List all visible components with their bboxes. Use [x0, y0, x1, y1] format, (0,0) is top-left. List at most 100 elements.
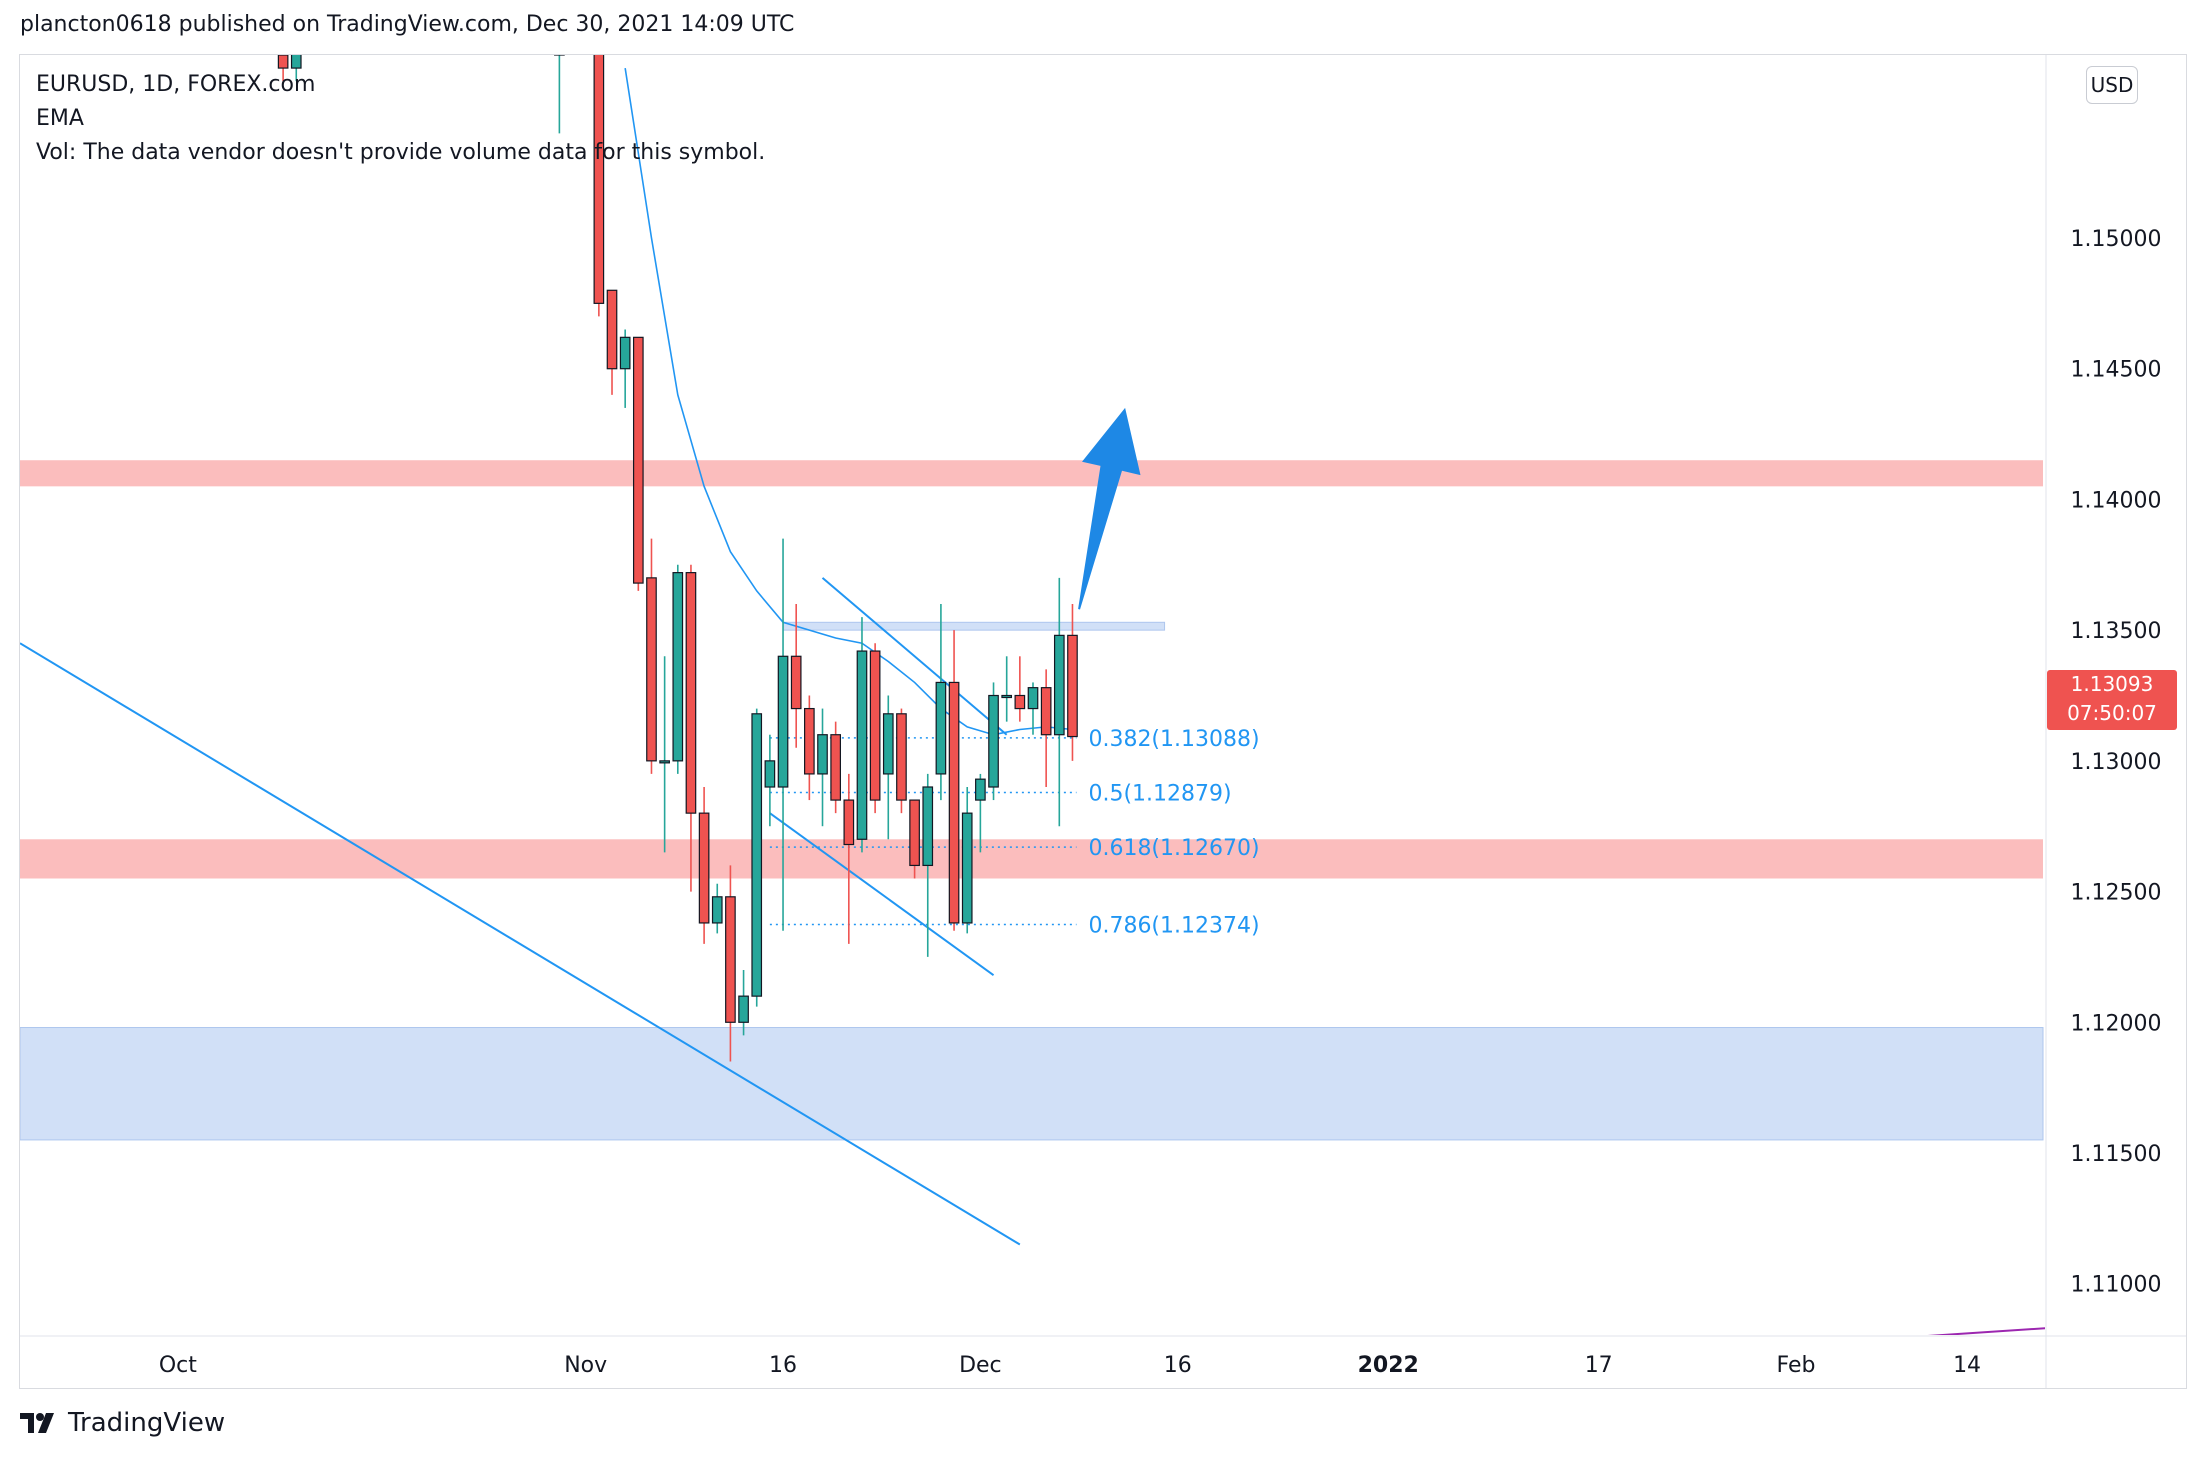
candle-body — [1040, 687, 1052, 736]
channel-upper-line[interactable] — [821, 577, 1008, 736]
legend-indicator-ema[interactable]: EMA — [36, 106, 84, 131]
candle-body — [896, 713, 907, 801]
time-axis-label: 16 — [1164, 1353, 1192, 1378]
candle[interactable] — [672, 564, 684, 774]
candle[interactable] — [764, 734, 776, 827]
candle-body — [935, 681, 947, 775]
candle-body — [1027, 687, 1039, 710]
candle-body — [975, 778, 986, 801]
candle[interactable] — [830, 721, 841, 814]
resistance-zone-neckline[interactable] — [782, 621, 1166, 631]
candle[interactable] — [1067, 604, 1078, 761]
oscillator-line[interactable] — [1888, 1327, 2046, 1338]
candle-body — [593, 55, 605, 304]
candle[interactable] — [738, 970, 749, 1036]
time-axis-label: Feb — [1777, 1353, 1816, 1378]
last-price-tag: 1.13093 07:50:07 — [2047, 670, 2177, 730]
candle-body — [698, 812, 710, 924]
candle[interactable] — [961, 787, 973, 934]
candle[interactable] — [659, 656, 670, 853]
candle[interactable] — [843, 773, 855, 944]
legend-symbol[interactable]: EURUSD, 1D, FOREX.com — [36, 72, 316, 97]
price-axis-label: 1.13500 — [2071, 619, 2162, 644]
candle[interactable] — [935, 604, 947, 801]
candle-body — [948, 681, 960, 924]
candle-body — [277, 55, 289, 69]
price-axis-label: 1.12500 — [2071, 881, 2162, 906]
candle-body — [751, 713, 763, 997]
candle-body — [909, 799, 920, 867]
fib-level-label-1: 0.5(1.12879) — [1088, 781, 1231, 806]
candle-body — [619, 336, 631, 370]
candle[interactable] — [922, 773, 934, 957]
time-axis-label: 17 — [1585, 1353, 1613, 1378]
candle[interactable] — [1014, 656, 1026, 722]
candle[interactable] — [790, 604, 802, 748]
candle[interactable] — [619, 329, 631, 408]
channel-lower-line[interactable] — [769, 812, 995, 977]
tradingview-logo[interactable]: TradingView — [20, 1408, 225, 1438]
fib-level-label-3: 0.786(1.12374) — [1088, 914, 1259, 939]
candle[interactable] — [1001, 656, 1013, 722]
candle-body — [843, 799, 855, 846]
fib-level-label-0: 0.382(1.13088) — [1088, 727, 1259, 752]
price-axis-label: 1.15000 — [2071, 227, 2162, 252]
candle-body — [672, 572, 684, 762]
candle[interactable] — [685, 564, 697, 892]
candle[interactable] — [725, 865, 736, 1062]
candle-body — [725, 896, 736, 1023]
candle[interactable] — [909, 799, 920, 879]
candle[interactable] — [804, 695, 815, 801]
time-axis-label: 16 — [769, 1353, 797, 1378]
candle-body — [764, 760, 776, 788]
tradingview-logo-icon — [20, 1413, 54, 1433]
legend-volume-note[interactable]: Vol: The data vendor doesn't provide vol… — [36, 140, 766, 165]
time-axis-label: Nov — [564, 1353, 607, 1378]
last-price-value: 1.13093 — [2070, 672, 2154, 696]
candle-body — [685, 572, 697, 814]
candle[interactable] — [896, 708, 907, 814]
candle[interactable] — [988, 682, 999, 801]
candle-body — [777, 655, 789, 788]
candle[interactable] — [290, 29, 302, 82]
candle[interactable] — [554, 3, 565, 134]
candle-body — [632, 336, 644, 584]
candle[interactable] — [777, 538, 789, 931]
currency-button[interactable]: USD — [2086, 66, 2138, 104]
candle[interactable] — [1040, 669, 1052, 787]
published-caption: plancton0618 published on TradingView.co… — [20, 12, 795, 37]
candle[interactable] — [1053, 577, 1065, 827]
candle[interactable] — [646, 538, 657, 774]
bullish-arrow[interactable] — [1078, 407, 1141, 610]
time-axis-label: Oct — [159, 1353, 197, 1378]
candle-body — [1053, 634, 1065, 736]
candle[interactable] — [606, 289, 618, 395]
candle[interactable] — [593, 3, 605, 317]
candle[interactable] — [948, 630, 960, 931]
candle[interactable] — [869, 643, 881, 814]
resistance-zone-upper[interactable] — [20, 460, 2043, 487]
candle-body — [922, 786, 934, 867]
candle[interactable] — [711, 883, 723, 934]
candle-body — [961, 812, 973, 924]
candle[interactable] — [856, 617, 868, 853]
candle[interactable] — [882, 695, 894, 840]
price-axis-label: 1.11000 — [2071, 1273, 2162, 1298]
long-downtrend-line[interactable] — [20, 642, 1021, 1246]
candle[interactable] — [975, 773, 986, 853]
candle[interactable] — [277, 16, 289, 82]
candle[interactable] — [698, 787, 710, 944]
candle-body — [1014, 694, 1026, 710]
candle-body — [882, 713, 894, 775]
support-zone[interactable] — [20, 839, 2043, 879]
candle[interactable] — [632, 336, 644, 591]
candle-body — [869, 650, 881, 801]
candle[interactable] — [1027, 682, 1039, 735]
candle-body — [790, 655, 802, 710]
candle[interactable] — [817, 708, 828, 827]
price-axis-label: 1.13000 — [2071, 750, 2162, 775]
demand-zone[interactable] — [20, 1027, 2044, 1141]
candle-body — [856, 650, 868, 840]
candle[interactable] — [751, 708, 763, 1007]
